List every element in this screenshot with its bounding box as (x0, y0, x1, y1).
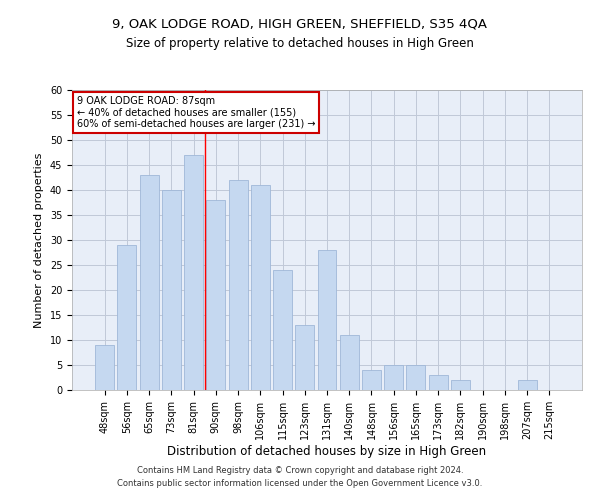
Bar (295, 325, 314, 390)
Bar (162, 190, 181, 390)
Bar (273, 270, 292, 390)
Bar (340, 335, 359, 390)
Bar (406, 365, 425, 390)
Bar (229, 180, 248, 390)
X-axis label: Distribution of detached houses by size in High Green: Distribution of detached houses by size … (167, 444, 487, 458)
Text: Contains HM Land Registry data © Crown copyright and database right 2024.
Contai: Contains HM Land Registry data © Crown c… (118, 466, 482, 487)
Bar (251, 185, 270, 390)
Bar (362, 370, 381, 390)
Bar (184, 155, 203, 390)
Bar (518, 380, 536, 390)
Bar (317, 250, 337, 390)
Bar (429, 375, 448, 390)
Text: Size of property relative to detached houses in High Green: Size of property relative to detached ho… (126, 38, 474, 51)
Text: 9 OAK LODGE ROAD: 87sqm
← 40% of detached houses are smaller (155)
60% of semi-d: 9 OAK LODGE ROAD: 87sqm ← 40% of detache… (77, 96, 316, 129)
Y-axis label: Number of detached properties: Number of detached properties (34, 152, 44, 328)
Bar (384, 365, 403, 390)
Text: 9, OAK LODGE ROAD, HIGH GREEN, SHEFFIELD, S35 4QA: 9, OAK LODGE ROAD, HIGH GREEN, SHEFFIELD… (113, 18, 487, 30)
Bar (118, 245, 136, 390)
Bar (451, 380, 470, 390)
Bar (95, 345, 114, 390)
Bar (140, 175, 158, 390)
Bar (206, 200, 225, 390)
